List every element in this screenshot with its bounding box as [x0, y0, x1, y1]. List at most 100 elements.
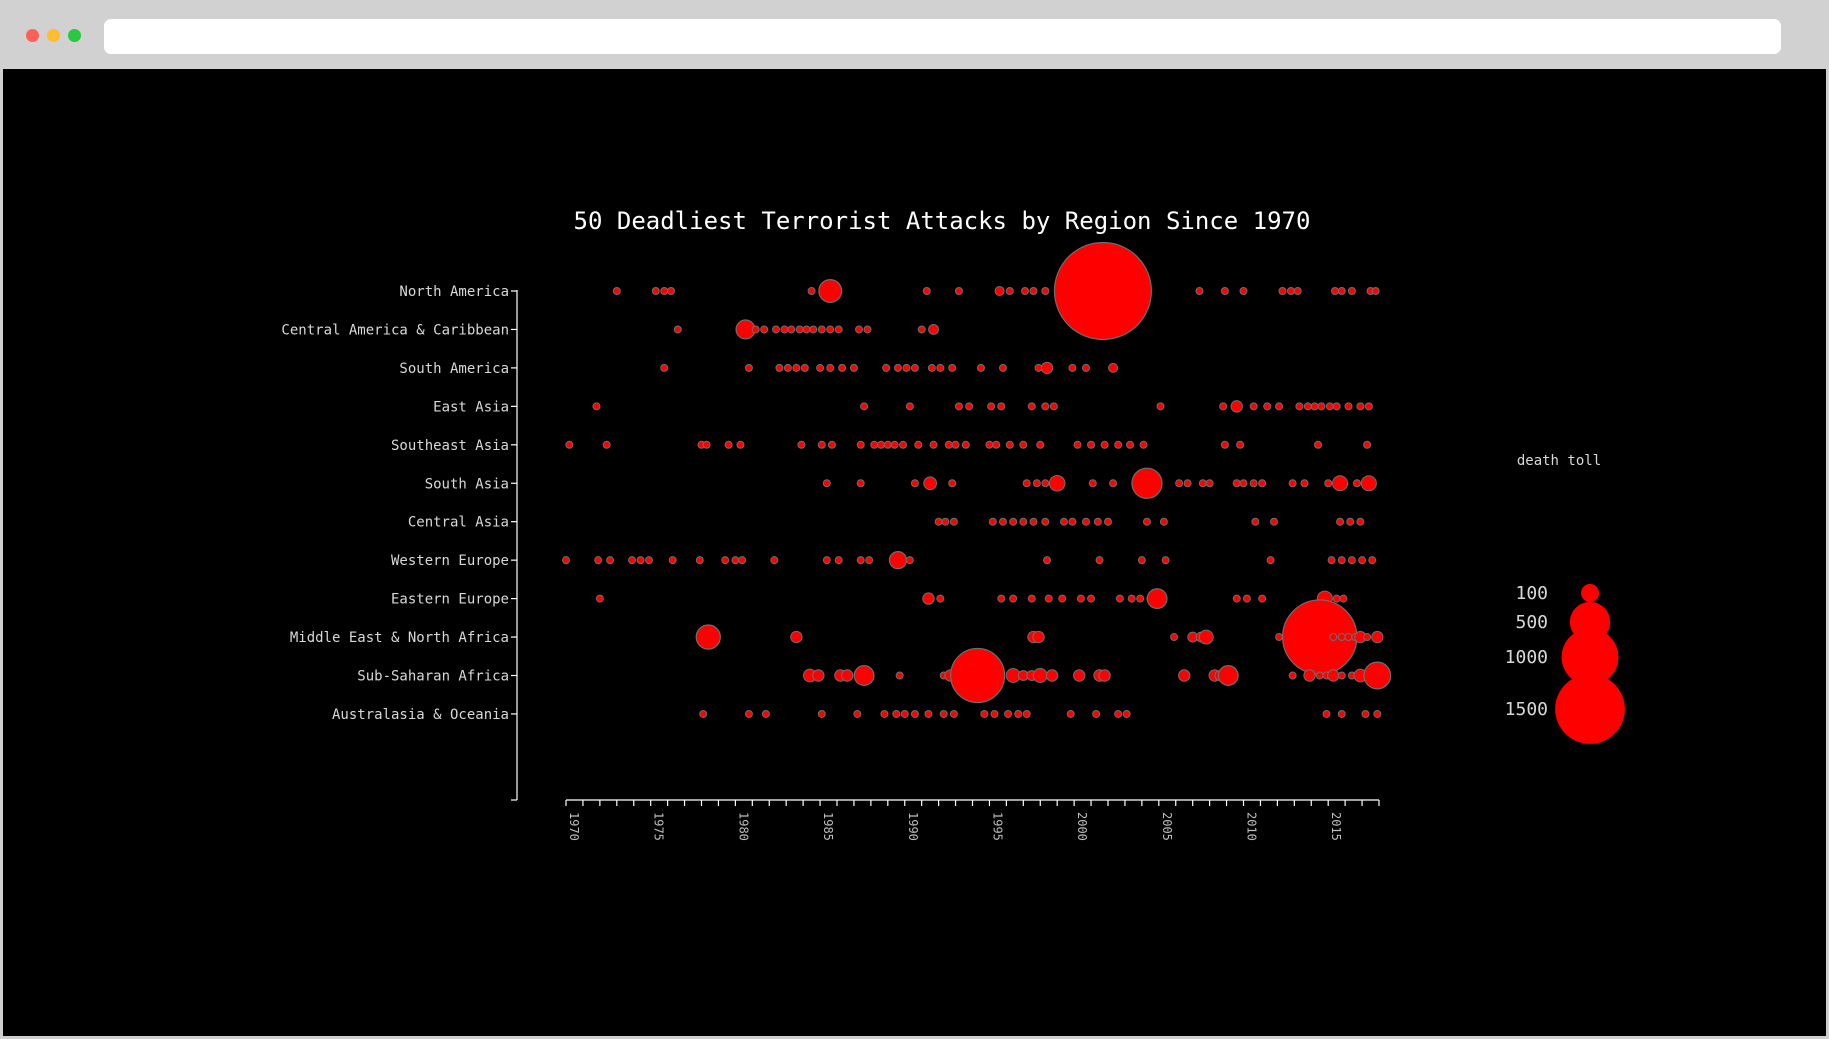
- attack-bubble[interactable]: [834, 556, 843, 565]
- attack-bubble[interactable]: [1310, 402, 1319, 411]
- attack-bubble[interactable]: [1068, 363, 1077, 372]
- attack-bubble[interactable]: [856, 556, 865, 565]
- attack-bubble[interactable]: [1095, 556, 1104, 565]
- attack-bubble[interactable]: [1337, 287, 1346, 295]
- attack-bubble[interactable]: [961, 440, 970, 449]
- attack-bubble[interactable]: [702, 440, 711, 449]
- attack-bubble[interactable]: [1315, 671, 1324, 680]
- attack-bubble[interactable]: [1347, 287, 1356, 295]
- attack-bubble[interactable]: [1021, 287, 1029, 295]
- attack-bubble[interactable]: [827, 440, 836, 449]
- attack-bubble[interactable]: [1058, 594, 1067, 603]
- attack-bubble[interactable]: [660, 287, 669, 295]
- attack-bubble[interactable]: [895, 671, 904, 680]
- attack-bubble[interactable]: [910, 479, 919, 488]
- attack-bubble[interactable]: [1324, 479, 1333, 488]
- attack-bubble[interactable]: [1032, 668, 1048, 683]
- attack-bubble[interactable]: [1045, 669, 1059, 682]
- attack-bubble[interactable]: [1036, 440, 1045, 449]
- attack-bubble[interactable]: [1073, 669, 1086, 682]
- attack-bubble[interactable]: [1114, 440, 1123, 449]
- close-window-button[interactable]: [26, 29, 39, 42]
- attack-bubble[interactable]: [998, 517, 1007, 526]
- attack-bubble[interactable]: [1344, 402, 1353, 411]
- attack-bubble[interactable]: [1161, 556, 1170, 565]
- attack-bubble[interactable]: [1183, 479, 1192, 488]
- attack-bubble[interactable]: [987, 402, 996, 411]
- attack-bubble[interactable]: [826, 325, 835, 334]
- attack-bubble[interactable]: [787, 325, 796, 334]
- attack-bubble[interactable]: [1371, 630, 1384, 644]
- attack-bubble[interactable]: [1081, 517, 1090, 526]
- attack-bubble[interactable]: [790, 630, 803, 644]
- attack-bubble[interactable]: [865, 556, 874, 565]
- attack-bubble[interactable]: [699, 709, 708, 718]
- address-bar[interactable]: [104, 19, 1781, 54]
- attack-bubble[interactable]: [976, 363, 985, 372]
- attack-bubble[interactable]: [1337, 556, 1346, 565]
- attack-bubble[interactable]: [880, 709, 889, 718]
- attack-bubble[interactable]: [1364, 402, 1373, 411]
- attack-bubble[interactable]: [1258, 594, 1267, 603]
- attack-bubble[interactable]: [1278, 287, 1287, 295]
- attack-bubble[interactable]: [780, 325, 789, 334]
- attack-bubble[interactable]: [1286, 287, 1295, 295]
- attack-bubble[interactable]: [817, 325, 826, 334]
- attack-bubble[interactable]: [890, 440, 899, 449]
- attack-bubble[interactable]: [1027, 402, 1036, 411]
- attack-bubble[interactable]: [863, 325, 872, 334]
- attack-bubble[interactable]: [1041, 517, 1050, 526]
- attack-bubble[interactable]: [922, 592, 935, 605]
- attack-bubble[interactable]: [731, 556, 740, 565]
- attack-bubble[interactable]: [910, 709, 919, 718]
- attack-bubble[interactable]: [1156, 402, 1165, 411]
- attack-bubble[interactable]: [1220, 287, 1229, 295]
- attack-bubble[interactable]: [1114, 709, 1123, 718]
- attack-bubble[interactable]: [856, 440, 865, 449]
- attack-bubble[interactable]: [1317, 402, 1326, 411]
- attack-bubble[interactable]: [1293, 287, 1302, 295]
- attack-bubble[interactable]: [1337, 633, 1346, 642]
- attack-bubble[interactable]: [1300, 479, 1309, 488]
- attack-bubble[interactable]: [1239, 287, 1248, 295]
- attack-bubble[interactable]: [1266, 556, 1275, 565]
- attack-bubble[interactable]: [1347, 556, 1356, 565]
- attack-bubble[interactable]: [905, 402, 914, 411]
- attack-bubble[interactable]: [1005, 440, 1014, 449]
- attack-bubble[interactable]: [965, 402, 974, 411]
- attack-bubble[interactable]: [948, 479, 957, 488]
- attack-bubble[interactable]: [949, 647, 1006, 704]
- attack-bubble[interactable]: [1251, 517, 1260, 526]
- attack-bubble[interactable]: [1137, 556, 1146, 565]
- attack-bubble[interactable]: [1098, 669, 1111, 682]
- attack-bubble[interactable]: [1043, 556, 1052, 565]
- attack-bubble[interactable]: [928, 324, 939, 335]
- attack-bubble[interactable]: [1325, 402, 1334, 411]
- attack-bubble[interactable]: [910, 363, 919, 372]
- attack-bubble[interactable]: [1346, 517, 1355, 526]
- attack-bubble[interactable]: [1275, 633, 1284, 642]
- attack-bubble[interactable]: [1236, 440, 1245, 449]
- attack-bubble[interactable]: [1275, 402, 1284, 411]
- attack-bubble[interactable]: [1373, 709, 1382, 718]
- attack-bubble[interactable]: [744, 709, 753, 718]
- attack-bubble[interactable]: [1356, 402, 1365, 411]
- attack-bubble[interactable]: [1239, 479, 1248, 488]
- attack-bubble[interactable]: [853, 709, 862, 718]
- attack-bubble[interactable]: [606, 556, 615, 565]
- attack-bubble[interactable]: [1049, 402, 1058, 411]
- attack-bubble[interactable]: [1104, 517, 1112, 526]
- attack-bubble[interactable]: [795, 325, 804, 334]
- attack-bubble[interactable]: [1040, 361, 1054, 375]
- attack-bubble[interactable]: [1344, 633, 1353, 642]
- attack-bubble[interactable]: [1122, 709, 1131, 718]
- attack-bubble[interactable]: [744, 363, 753, 372]
- attack-bubble[interactable]: [1371, 287, 1380, 295]
- attack-bubble[interactable]: [917, 325, 926, 334]
- attack-bubble[interactable]: [817, 709, 826, 718]
- attack-bubble[interactable]: [1073, 440, 1082, 449]
- attack-bubble[interactable]: [695, 556, 704, 565]
- attack-bubble[interactable]: [1363, 440, 1372, 449]
- attack-bubble[interactable]: [1087, 594, 1096, 603]
- attack-bubble[interactable]: [816, 363, 825, 372]
